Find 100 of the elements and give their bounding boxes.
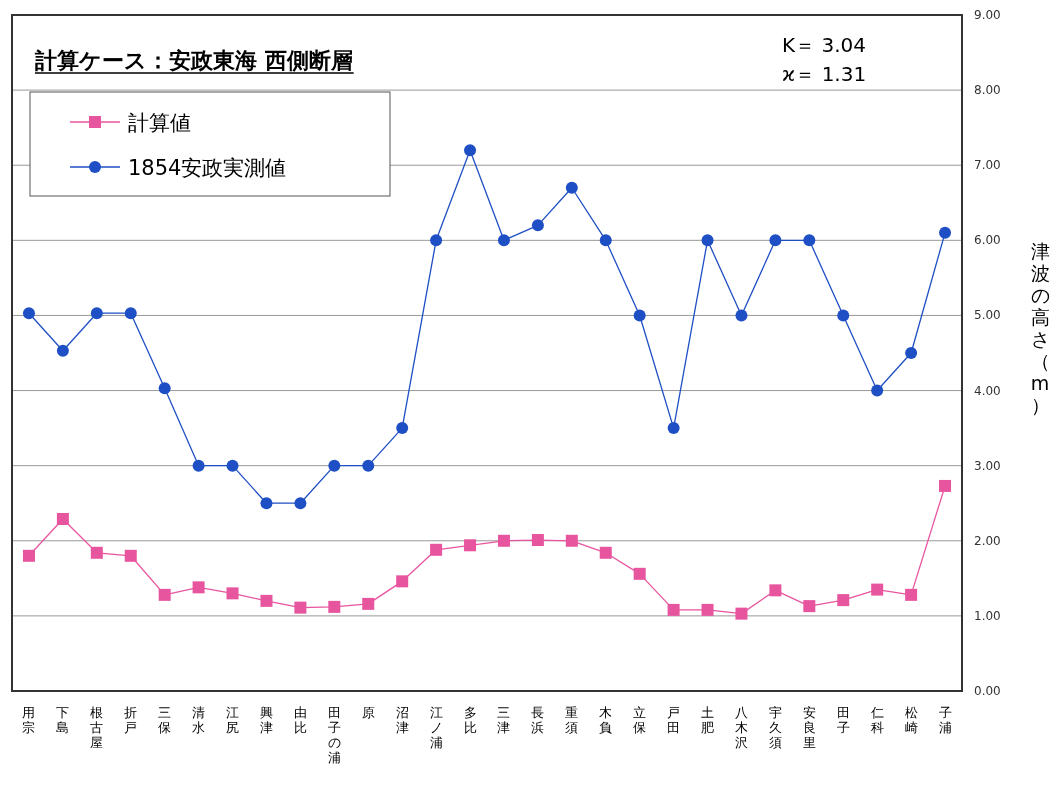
x-tick-label: 松崎 <box>904 705 918 735</box>
point <box>22 307 35 320</box>
point <box>735 607 748 620</box>
point <box>701 603 714 616</box>
point <box>226 459 239 472</box>
point <box>599 234 612 247</box>
point <box>871 384 884 397</box>
point <box>837 594 850 607</box>
point <box>599 546 612 559</box>
legend-label: 計算値 <box>128 111 191 135</box>
x-tick-label: 原 <box>361 705 375 720</box>
y-tick-label: 1.00 <box>974 608 1001 623</box>
point <box>769 234 782 247</box>
point <box>565 534 578 547</box>
point <box>735 309 748 322</box>
x-tick-label: 長浜 <box>531 705 545 735</box>
x-tick-label: 三津 <box>497 705 511 735</box>
point <box>905 347 918 359</box>
annotation: ϰ＝ 1.31 <box>782 62 867 86</box>
point <box>531 534 544 547</box>
x-tick-label: 田子 <box>836 705 850 735</box>
x-tick-label: 興津 <box>259 705 273 735</box>
point <box>939 226 952 239</box>
y-tick-label: 0.00 <box>974 684 1001 698</box>
point <box>701 234 714 247</box>
y-tick-label: 6.00 <box>974 233 1001 248</box>
x-tick-label: 沼津 <box>395 705 409 735</box>
x-tick-label: 戸田 <box>667 705 681 735</box>
y-tick-label: 2.00 <box>974 533 1001 548</box>
x-tick-label: 子浦 <box>938 705 952 735</box>
point <box>90 307 103 320</box>
point <box>192 581 205 594</box>
point <box>497 534 510 547</box>
point <box>396 422 409 435</box>
point <box>328 600 341 613</box>
point <box>192 459 205 472</box>
x-tick-label: 宇久須 <box>768 705 782 750</box>
point <box>124 549 137 562</box>
x-tick-label: 土肥 <box>701 705 715 735</box>
x-tick-label: 重須 <box>565 705 579 735</box>
x-tick-label: 根古屋 <box>90 705 104 750</box>
point <box>667 603 680 616</box>
point <box>464 144 477 157</box>
x-tick-label: 木負 <box>599 705 613 735</box>
x-tick-label: 折戸 <box>124 705 138 735</box>
point <box>531 219 544 232</box>
x-tick-label: 江尻 <box>226 705 240 735</box>
point <box>565 181 578 194</box>
point <box>56 513 69 525</box>
x-tick-label: 立保 <box>633 705 647 735</box>
point <box>260 497 273 510</box>
y-tick-label: 7.00 <box>974 158 1001 173</box>
x-tick-label: 下島 <box>56 705 70 735</box>
x-tick-label: 八木沢 <box>734 705 748 750</box>
point <box>464 539 477 552</box>
point <box>803 600 816 613</box>
legend-label: 1854安政実測値 <box>128 156 287 180</box>
point <box>294 601 307 614</box>
x-tick-label: 清水 <box>192 705 206 735</box>
point <box>633 309 646 322</box>
x-tick-label: 三保 <box>158 705 172 735</box>
point <box>158 588 171 601</box>
point <box>837 309 850 322</box>
point <box>497 234 510 247</box>
point <box>56 344 69 357</box>
point <box>430 543 443 556</box>
y-tick-label: 3.00 <box>974 458 1001 473</box>
x-tick-label: 安良里 <box>802 705 816 750</box>
y-tick-label: 8.00 <box>974 83 1001 98</box>
y-tick-label: 5.00 <box>974 308 1001 323</box>
text: 計算ケース：安政東海 西側断層 <box>34 48 353 73</box>
point <box>124 307 137 320</box>
x-tick-label: 江ノ浦 <box>429 705 443 750</box>
x-tick-label: 由比 <box>293 705 307 735</box>
point <box>905 588 918 601</box>
point <box>22 549 35 562</box>
point <box>396 575 409 588</box>
point <box>362 597 375 610</box>
x-tick-label: 田子の浦 <box>327 705 341 765</box>
point <box>769 584 782 597</box>
point <box>430 234 443 247</box>
point <box>260 594 273 607</box>
point <box>667 422 680 435</box>
point <box>939 479 952 492</box>
y-tick-label: 4.00 <box>974 383 1001 398</box>
point <box>871 583 884 596</box>
point <box>328 459 341 472</box>
point <box>803 234 816 247</box>
point <box>294 497 307 510</box>
point <box>362 459 375 472</box>
point <box>633 567 646 580</box>
y-axis-title: 津波の高さ（m） <box>1030 240 1050 416</box>
x-tick-label: 仁科 <box>869 705 884 735</box>
point <box>226 587 239 600</box>
annotation: K＝ 3.04 <box>782 33 867 57</box>
point <box>90 546 103 559</box>
point <box>158 382 171 395</box>
y-tick-label: 9.00 <box>974 8 1001 22</box>
x-tick-label: 用宗 <box>22 705 36 735</box>
x-tick-label: 多比 <box>463 705 477 735</box>
